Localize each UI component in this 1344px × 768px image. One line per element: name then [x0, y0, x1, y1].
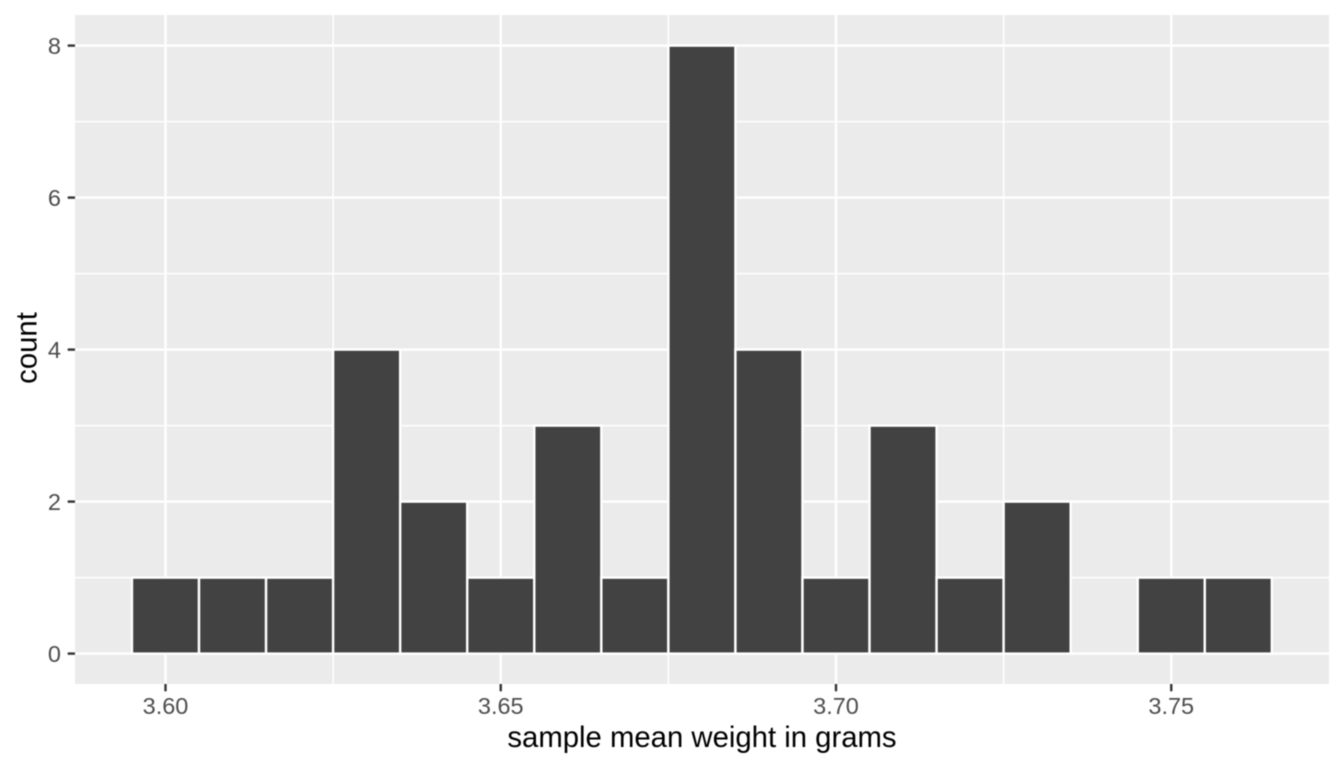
svg-text:4: 4 — [48, 337, 61, 363]
svg-text:3.70: 3.70 — [813, 693, 859, 719]
svg-text:8: 8 — [48, 33, 61, 59]
svg-text:count: count — [11, 312, 44, 384]
svg-text:0: 0 — [48, 641, 61, 667]
svg-text:sample mean weight in grams: sample mean weight in grams — [507, 721, 896, 754]
svg-text:3.75: 3.75 — [1148, 693, 1194, 719]
svg-text:3.60: 3.60 — [143, 693, 189, 719]
svg-text:3.65: 3.65 — [478, 693, 524, 719]
svg-text:6: 6 — [48, 185, 61, 211]
svg-text:2: 2 — [48, 489, 61, 515]
